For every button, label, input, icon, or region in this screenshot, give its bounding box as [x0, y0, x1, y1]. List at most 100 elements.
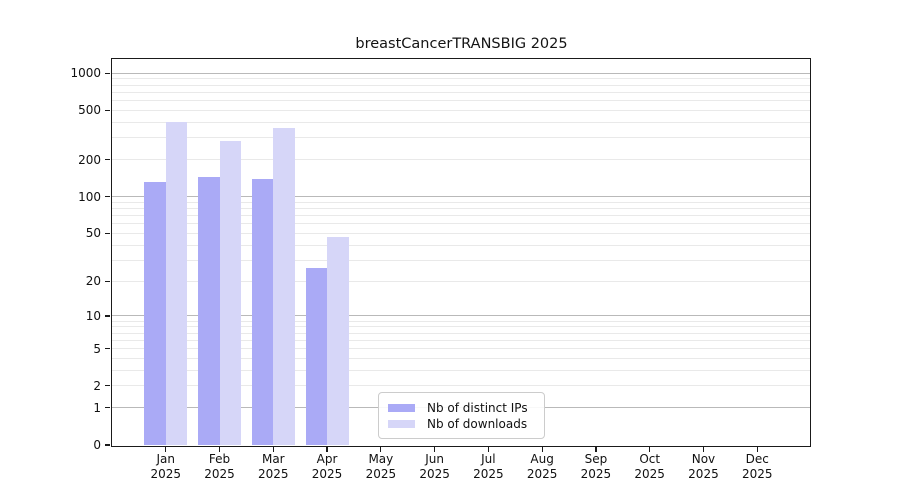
y-tick-label: 20	[85, 274, 101, 289]
minor-gridline	[112, 121, 811, 123]
bar-distinct-ips-jan	[144, 182, 166, 445]
minor-gridline	[112, 137, 811, 139]
minor-gridline	[112, 223, 811, 225]
minor-gridline	[112, 348, 811, 350]
y-tick-mark	[105, 385, 110, 387]
x-tick-mark	[326, 446, 328, 452]
minor-gridline	[112, 91, 811, 93]
x-tick-label: May 2025	[349, 452, 413, 482]
x-tick-month: May	[368, 452, 394, 466]
y-tick-mark	[105, 347, 110, 350]
minor-gridline	[112, 100, 811, 102]
minor-gridline	[112, 159, 811, 161]
bar-distinct-ips-mar	[251, 179, 274, 445]
x-tick-label: Nov 2025	[671, 452, 735, 482]
major-gridline	[112, 315, 811, 317]
x-tick-month: Nov	[691, 452, 716, 466]
x-tick-year: 2025	[365, 467, 397, 481]
x-tick-month: Jun	[425, 452, 444, 466]
x-tick-mark	[595, 446, 597, 452]
y-tick-label: 100	[78, 189, 101, 204]
minor-gridline	[112, 208, 811, 209]
major-gridline	[112, 196, 811, 198]
legend-item-distinct-ips: Nb of distinct IPs	[388, 400, 535, 415]
x-tick-year: 2025	[419, 467, 450, 481]
x-tick-mark	[380, 446, 382, 452]
x-tick-year: 2025	[150, 467, 182, 481]
x-tick-label: Feb 2025	[188, 452, 252, 482]
x-tick-year: 2025	[580, 467, 612, 481]
x-tick-label: Mar 2025	[241, 452, 305, 482]
y-tick-mark	[105, 109, 110, 112]
x-tick-month: Jul	[481, 452, 496, 466]
legend: Nb of distinct IPs Nb of downloads	[378, 392, 545, 439]
minor-gridline	[112, 259, 811, 261]
x-tick-year: 2025	[311, 467, 343, 481]
minor-gridline	[112, 339, 811, 341]
x-tick-label: Apr 2025	[295, 452, 359, 482]
legend-label-downloads: Nb of downloads	[427, 416, 528, 431]
x-tick-label: Dec 2025	[725, 452, 789, 482]
x-tick-label: Jun 2025	[403, 452, 467, 482]
x-tick-mark	[541, 446, 543, 452]
y-tick-label: 50	[85, 226, 101, 241]
x-tick-label: Jan 2025	[134, 452, 198, 482]
x-tick-year: 2025	[473, 467, 504, 481]
y-tick-label: 2	[93, 378, 101, 393]
x-tick-mark	[165, 446, 167, 452]
minor-gridline	[112, 201, 811, 203]
x-tick-year: 2025	[258, 467, 289, 481]
y-tick-mark	[105, 158, 110, 161]
x-tick-month: Jan	[156, 452, 176, 466]
x-tick-year: 2025	[634, 467, 665, 481]
y-tick-label: 200	[78, 152, 101, 167]
y-tick-label: 500	[78, 103, 101, 118]
bar-distinct-ips-feb	[198, 177, 220, 445]
minor-gridline	[112, 78, 811, 80]
bar-distinct-ips-apr	[305, 267, 328, 445]
legend-swatch-downloads-icon	[388, 419, 415, 428]
x-tick-mark	[649, 446, 651, 452]
x-tick-year: 2025	[688, 467, 719, 481]
x-tick-year: 2025	[741, 467, 773, 481]
y-tick-label: 1000	[70, 66, 101, 81]
minor-gridline	[112, 385, 811, 387]
x-tick-month: Sep	[584, 452, 608, 466]
y-tick-mark	[105, 407, 110, 409]
y-tick-mark	[105, 444, 110, 446]
x-tick-month: Aug	[530, 452, 554, 466]
x-tick-mark	[218, 446, 221, 452]
y-tick-mark	[105, 232, 110, 234]
x-tick-mark	[756, 446, 758, 452]
y-tick-mark	[105, 280, 110, 282]
minor-gridline	[112, 84, 811, 86]
y-tick-label: 0	[93, 438, 101, 452]
minor-gridline	[112, 326, 811, 328]
legend-swatch-distinct-ips-icon	[388, 403, 415, 412]
minor-gridline	[112, 320, 811, 322]
legend-label-distinct-ips: Nb of distinct IPs	[427, 400, 528, 415]
y-tick-label: 1	[93, 400, 101, 415]
minor-gridline	[112, 232, 811, 234]
bar-downloads-mar	[273, 128, 295, 445]
major-gridline	[112, 72, 811, 74]
x-tick-label: Aug 2025	[510, 452, 574, 482]
y-tick-mark	[105, 315, 110, 317]
minor-gridline	[112, 332, 811, 334]
bar-downloads-feb	[219, 141, 242, 445]
chart-title: breastCancerTRANSBIG 2025	[355, 36, 568, 52]
minor-gridline	[112, 215, 811, 217]
y-tick-label: 5	[93, 341, 101, 356]
x-tick-month: Mar	[261, 452, 285, 466]
y-tick-mark	[105, 72, 110, 74]
x-tick-month: Dec	[745, 452, 769, 466]
x-tick-year: 2025	[526, 467, 558, 481]
x-tick-mark	[487, 446, 489, 452]
minor-gridline	[112, 109, 811, 111]
minor-gridline	[112, 369, 811, 371]
minor-gridline	[112, 357, 811, 359]
legend-item-downloads: Nb of downloads	[388, 416, 535, 431]
x-tick-mark	[272, 446, 274, 452]
x-tick-month: Feb	[208, 452, 231, 466]
